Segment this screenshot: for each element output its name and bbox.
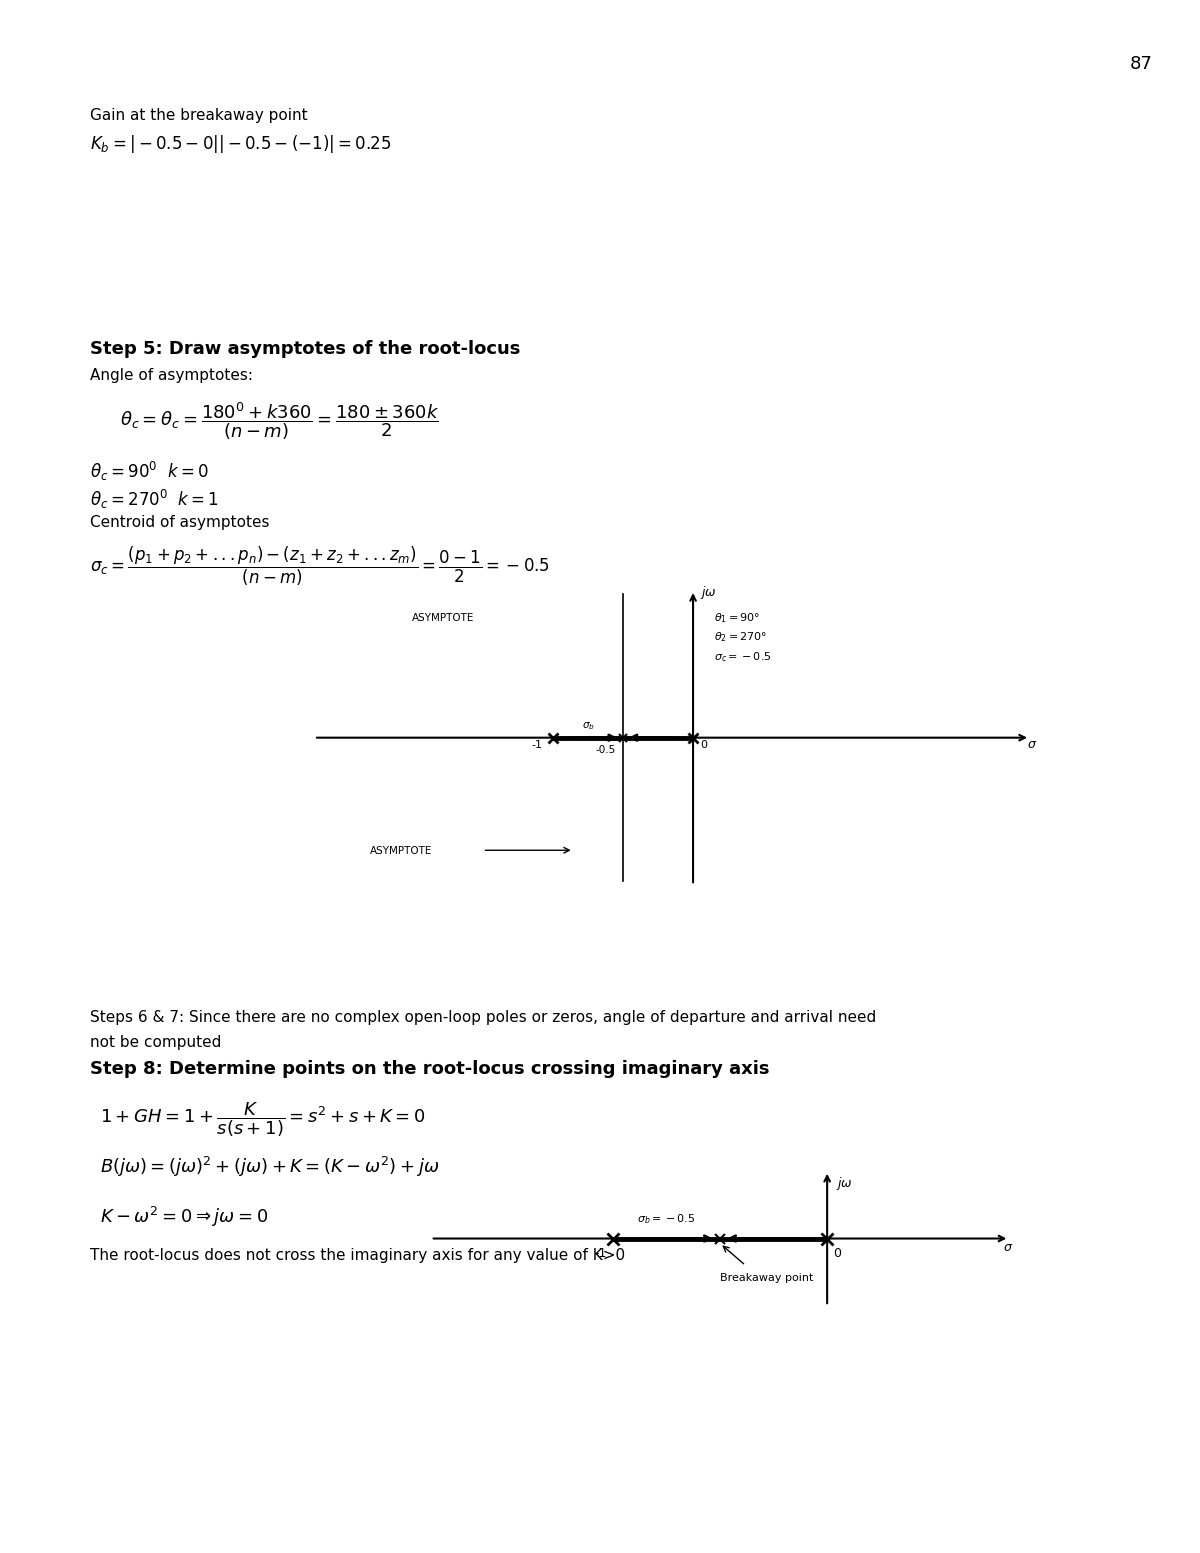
Text: $\sigma_b = -0.5$: $\sigma_b = -0.5$ bbox=[637, 1213, 696, 1227]
Text: $\theta_1 = 90°$: $\theta_1 = 90°$ bbox=[714, 612, 761, 624]
Text: $1+ GH = 1+\dfrac{K}{s(s+1)} = s^2+s+K = 0$: $1+ GH = 1+\dfrac{K}{s(s+1)} = s^2+s+K =… bbox=[100, 1100, 426, 1138]
Text: -1: -1 bbox=[532, 739, 542, 750]
Text: $K_b =|-0.5-0||-0.5-(-1)|= 0.25$: $K_b =|-0.5-0||-0.5-(-1)|= 0.25$ bbox=[90, 134, 391, 155]
Text: 87: 87 bbox=[1130, 54, 1153, 73]
Text: ASYMPTOTE: ASYMPTOTE bbox=[413, 613, 475, 623]
Text: The root-locus does not cross the imaginary axis for any value of K>0: The root-locus does not cross the imagin… bbox=[90, 1249, 625, 1263]
Text: Gain at the breakaway point: Gain at the breakaway point bbox=[90, 109, 307, 123]
Text: Angle of asymptotes:: Angle of asymptotes: bbox=[90, 368, 253, 384]
Text: Step 8: Determine points on the root-locus crossing imaginary axis: Step 8: Determine points on the root-loc… bbox=[90, 1061, 769, 1078]
Text: 0: 0 bbox=[834, 1247, 841, 1259]
Text: $K-\omega^2 = 0 \Rightarrow j\omega = 0$: $K-\omega^2 = 0 \Rightarrow j\omega = 0$ bbox=[100, 1205, 268, 1228]
Text: $\theta_c = 270^0$  $k = 1$: $\theta_c = 270^0$ $k = 1$ bbox=[90, 488, 220, 511]
Text: Steps 6 & 7: Since there are no complex open-loop poles or zeros, angle of depar: Steps 6 & 7: Since there are no complex … bbox=[90, 1009, 876, 1025]
Text: $j\omega$: $j\omega$ bbox=[700, 584, 716, 601]
Text: $\sigma$: $\sigma$ bbox=[1003, 1241, 1013, 1253]
Text: Step 5: Draw asymptotes of the root-locus: Step 5: Draw asymptotes of the root-locu… bbox=[90, 340, 521, 359]
Text: $\theta_c = 90^0$  $k = 0$: $\theta_c = 90^0$ $k = 0$ bbox=[90, 460, 209, 483]
Text: $\sigma_c = -0.5$: $\sigma_c = -0.5$ bbox=[714, 651, 772, 663]
Text: Centroid of asymptotes: Centroid of asymptotes bbox=[90, 516, 270, 530]
Text: $\theta_2 = 270°$: $\theta_2 = 270°$ bbox=[714, 631, 768, 644]
Text: $B(j\omega) = (j\omega)^2+(j\omega)+K = (K-\omega^2)+j\omega$: $B(j\omega) = (j\omega)^2+(j\omega)+K = … bbox=[100, 1155, 439, 1179]
Text: 0: 0 bbox=[700, 739, 707, 750]
Text: $j\omega$: $j\omega$ bbox=[835, 1174, 852, 1191]
Text: $\sigma$: $\sigma$ bbox=[1027, 738, 1037, 750]
Text: not be computed: not be computed bbox=[90, 1034, 221, 1050]
Text: -0.5: -0.5 bbox=[596, 745, 616, 755]
Text: $\sigma_b$: $\sigma_b$ bbox=[582, 721, 595, 731]
Text: Breakaway point: Breakaway point bbox=[720, 1273, 814, 1283]
Text: -1: -1 bbox=[594, 1247, 606, 1259]
Text: $\theta_c = \theta_c = \dfrac{180^0 + k360}{(n-m)} = \dfrac{180\pm 360k}{2}$: $\theta_c = \theta_c = \dfrac{180^0 + k3… bbox=[120, 401, 439, 441]
Text: $\sigma_c = \dfrac{(p_1 + p_2 + ...p_n)-(z_1 + z_2 + ...z_m)}{(n-m)} = \dfrac{0-: $\sigma_c = \dfrac{(p_1 + p_2 + ...p_n)-… bbox=[90, 545, 550, 589]
Text: ASYMPTOTE: ASYMPTOTE bbox=[370, 846, 432, 856]
